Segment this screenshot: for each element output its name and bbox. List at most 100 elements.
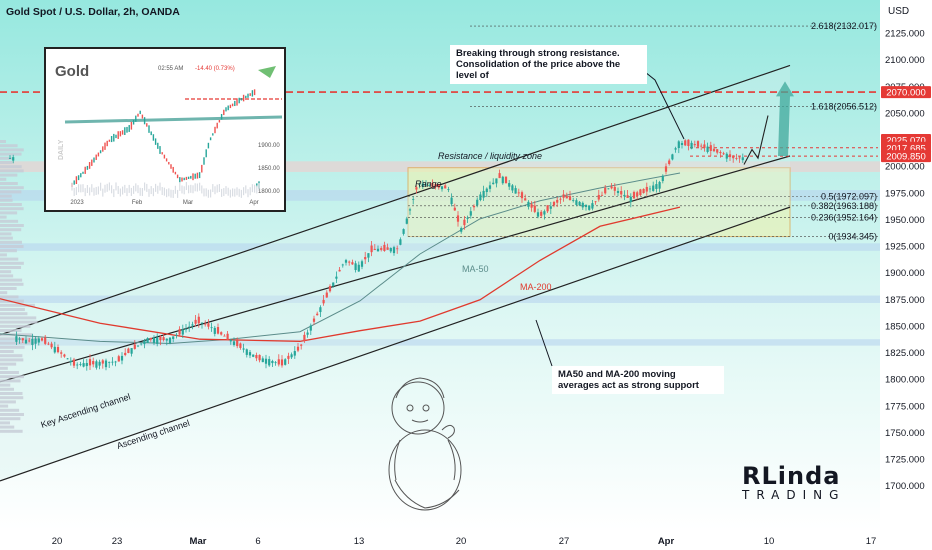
candle-body xyxy=(671,154,674,160)
inset-candle xyxy=(247,93,249,98)
inset-volume-bar xyxy=(194,183,196,192)
time-axis-background xyxy=(0,530,880,550)
candle-body xyxy=(312,318,316,322)
inset-candle xyxy=(117,131,119,139)
candle-body xyxy=(732,155,735,159)
price-tick-label: 2125.000 xyxy=(885,29,925,40)
volume-profile-bar xyxy=(0,144,18,148)
inset-volume-bar xyxy=(89,187,91,196)
candle-body xyxy=(194,319,197,324)
channel-upper-line xyxy=(0,64,791,336)
candle-body xyxy=(501,176,504,184)
inset-candle xyxy=(249,93,251,96)
price-label-box xyxy=(881,86,931,99)
candle-body xyxy=(197,316,200,324)
candle-body xyxy=(447,189,450,191)
inset-volume-bar xyxy=(196,183,198,192)
candle-body xyxy=(604,187,607,194)
volume-profile-bar xyxy=(0,278,23,282)
ma50-label: MA-50 xyxy=(462,264,489,274)
volume-profile-bar xyxy=(0,140,6,143)
candle-body xyxy=(156,337,159,344)
volume-profile-bar xyxy=(0,274,14,278)
candle-body xyxy=(741,157,744,161)
candle-body xyxy=(284,359,287,365)
candle-body xyxy=(584,204,588,208)
inset-candle xyxy=(194,173,196,179)
candle-body xyxy=(402,229,405,234)
candle-body xyxy=(709,145,712,151)
volume-profile-bar xyxy=(0,240,22,244)
candle-body xyxy=(114,361,117,363)
inset-volume-bar xyxy=(254,184,256,193)
candle-body xyxy=(485,188,488,193)
candle-body xyxy=(658,181,661,189)
price-tick-label: 1750.000 xyxy=(885,428,925,439)
candle-body xyxy=(277,359,280,365)
candle-body xyxy=(687,139,690,147)
volume-profile-bar xyxy=(0,366,8,370)
candle-body xyxy=(386,247,389,250)
price-tick-label: 1775.000 xyxy=(885,401,925,412)
price-label-text: 2017.685 xyxy=(886,143,926,154)
candle-body xyxy=(223,335,226,337)
candle-body xyxy=(178,329,181,335)
cartoon-character-image xyxy=(388,377,462,511)
candle-body xyxy=(162,337,165,341)
inset-x-tick: 2023 xyxy=(70,200,84,206)
candle-body xyxy=(572,200,575,201)
volume-profile-bar xyxy=(0,312,28,316)
inset-volume-bar xyxy=(243,187,245,196)
range-label: Range xyxy=(415,179,442,189)
inset-candle xyxy=(148,125,150,133)
inset-x-tick: Apr xyxy=(249,200,258,206)
inset-volume-bar xyxy=(144,182,146,191)
volume-profile-bar xyxy=(0,354,23,358)
inset-volume-bar xyxy=(168,188,170,197)
volume-profile-bar xyxy=(0,392,23,395)
candle-body xyxy=(533,205,536,212)
candle-body xyxy=(111,361,114,363)
inset-candle xyxy=(106,140,108,147)
volume-profile-bar xyxy=(0,320,38,324)
candle-body xyxy=(300,344,303,346)
candle-body xyxy=(258,354,261,361)
volume-profile-bar xyxy=(0,261,24,265)
inset-x-tick: Mar xyxy=(183,200,193,206)
time-tick-label: 20 xyxy=(456,536,467,547)
candle-body xyxy=(53,346,56,353)
candle-body xyxy=(127,348,130,353)
fib-level-label: 2.618(2132.017) xyxy=(811,21,877,31)
candle-body xyxy=(261,358,264,363)
candle-body xyxy=(418,183,421,185)
candle-body xyxy=(696,141,700,147)
volume-profile-bar xyxy=(0,152,22,156)
candle-body xyxy=(367,253,370,258)
inset-volume-bar xyxy=(161,187,163,196)
time-tick-label: 27 xyxy=(559,536,570,547)
candle-body xyxy=(264,358,268,364)
candle-body xyxy=(21,338,24,341)
inset-candle xyxy=(238,97,240,104)
resistance-zone xyxy=(0,161,880,172)
inset-volume-bar xyxy=(139,187,141,196)
inset-candle xyxy=(143,117,146,125)
inset-volume-bar xyxy=(126,188,128,197)
inset-candle xyxy=(225,107,227,112)
inset-time: 02:55 AM xyxy=(158,66,183,72)
candle-body xyxy=(348,261,351,263)
inset-volume-bar xyxy=(104,184,106,193)
inset-candle xyxy=(137,113,139,117)
price-tick-label: 1900.000 xyxy=(885,268,925,279)
price-tick-label: 1875.000 xyxy=(885,295,925,306)
inset-candle xyxy=(203,157,205,165)
candle-body xyxy=(514,188,517,194)
candle-body xyxy=(344,260,348,263)
volume-profile-bar xyxy=(0,387,14,391)
inset-volume-bar xyxy=(247,189,249,198)
inset-candle xyxy=(174,171,177,175)
inset-x-tick: Feb xyxy=(132,200,143,206)
candle-body xyxy=(440,186,444,190)
candle-body xyxy=(88,359,92,366)
